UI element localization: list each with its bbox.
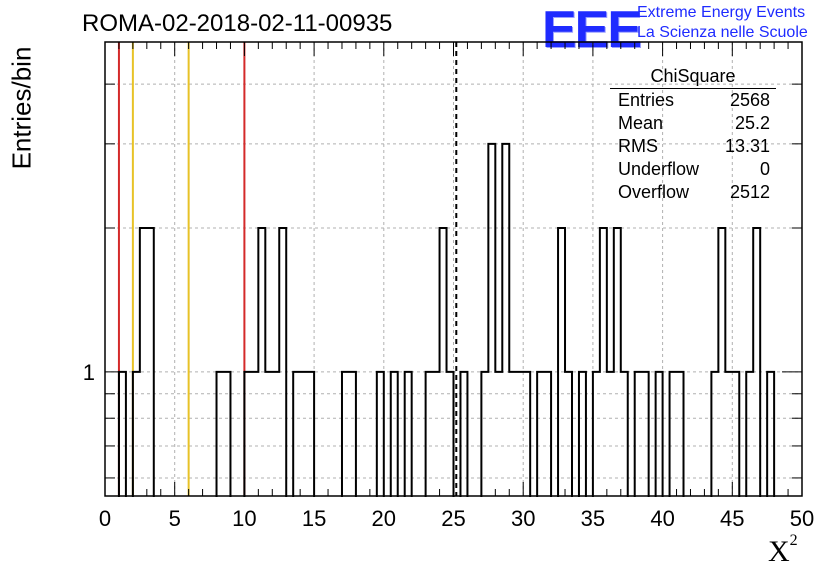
histogram-bin xyxy=(711,372,718,496)
eee-logo-mark: EEE xyxy=(542,1,642,59)
histogram-bin xyxy=(516,372,523,496)
histogram-bin xyxy=(614,228,621,496)
stats-value: 0 xyxy=(759,159,770,179)
histogram-bin xyxy=(433,372,440,496)
x-tick-label: 30 xyxy=(511,506,535,531)
histogram-bin xyxy=(565,372,572,496)
histogram-bin xyxy=(537,372,544,496)
histogram-bin xyxy=(391,372,398,496)
histogram-bin xyxy=(251,372,258,496)
x-tick-label: 0 xyxy=(99,506,111,531)
stats-row-overflow: Overflow 2512 xyxy=(612,181,776,204)
y-tick-label: 1 xyxy=(83,360,95,385)
histogram-bin xyxy=(279,228,286,496)
histogram-bin xyxy=(258,228,265,496)
histogram-bin xyxy=(440,228,447,496)
histogram-bin xyxy=(600,228,607,496)
histogram-bin xyxy=(544,372,551,496)
histogram-bin xyxy=(670,372,677,496)
histogram-bin xyxy=(753,228,760,496)
x-tick-label: 40 xyxy=(650,506,674,531)
histogram-bin xyxy=(426,372,433,496)
histogram-bin xyxy=(300,372,307,496)
histogram-bin xyxy=(293,372,300,496)
histogram-bin xyxy=(558,228,565,496)
histogram-bin xyxy=(223,372,230,496)
tick-labels: 0 5 10 15 20 25 30 35 40 45 50 1 xyxy=(83,360,814,531)
histogram-bin xyxy=(495,372,502,496)
histogram-bin xyxy=(635,372,642,496)
histogram-bin xyxy=(732,372,739,496)
stats-row-mean: Mean 25.2 xyxy=(612,112,776,135)
histogram-bin xyxy=(377,372,384,496)
x-tick-label: 10 xyxy=(232,506,256,531)
histogram-bin xyxy=(342,372,349,496)
histogram-bin xyxy=(656,372,663,496)
histogram-bin xyxy=(502,144,509,496)
x-tick-label: 25 xyxy=(441,506,465,531)
histogram-bin xyxy=(767,372,774,496)
stats-label: RMS xyxy=(618,136,658,156)
histogram-bin xyxy=(677,372,684,496)
histogram-bin xyxy=(509,372,516,496)
histogram-bin xyxy=(593,372,600,496)
histogram-bin xyxy=(481,372,488,496)
histogram-bin xyxy=(447,372,454,496)
histogram-bin xyxy=(217,372,224,496)
histogram-bin xyxy=(147,228,154,496)
stats-value: 13.31 xyxy=(724,136,770,156)
histogram-bin xyxy=(349,372,356,496)
stats-value: 2568 xyxy=(729,90,770,110)
histogram-bin xyxy=(265,372,272,496)
stats-value: 25.2 xyxy=(734,113,770,133)
histogram-bin xyxy=(718,228,725,496)
stats-row-underflow: Underflow 0 xyxy=(612,158,776,181)
x-axis-label: X2 xyxy=(768,532,798,569)
histogram-bin xyxy=(119,372,126,496)
stats-label: Overflow xyxy=(618,182,690,202)
stats-label: Underflow xyxy=(618,159,700,179)
logo-line-1: Extreme Energy Events xyxy=(637,4,806,21)
histogram-bin xyxy=(621,372,628,496)
x-tick-label: 35 xyxy=(581,506,605,531)
histogram-bin xyxy=(642,372,649,496)
chart-title: ROMA-02-2018-02-11-00935 xyxy=(82,10,393,37)
histogram-bin xyxy=(607,372,614,496)
histogram-bin xyxy=(488,144,495,496)
x-tick-label: 5 xyxy=(169,506,181,531)
histogram-bin xyxy=(460,372,467,496)
x-axis-label-superscript: 2 xyxy=(789,532,798,549)
logo-line-2: La Scienza nelle Scuole xyxy=(637,24,808,41)
stats-value: 2512 xyxy=(729,182,770,202)
stats-label: Mean xyxy=(618,113,664,133)
x-tick-label: 20 xyxy=(372,506,396,531)
histogram-bin xyxy=(523,372,530,496)
x-tick-label: 45 xyxy=(720,506,744,531)
histogram-bin xyxy=(133,372,140,496)
histogram-bin xyxy=(140,228,147,496)
histogram-bin xyxy=(272,372,279,496)
x-axis-label-base: X xyxy=(768,535,790,568)
histogram-bin xyxy=(405,372,412,496)
stats-box: ChiSquare Entries 2568 Mean 25.2 RMS 13.… xyxy=(610,66,776,204)
x-tick-label: 15 xyxy=(302,506,326,531)
histogram-bin xyxy=(579,372,586,496)
stats-row-entries: Entries 2568 xyxy=(612,89,776,112)
histogram-bin xyxy=(746,372,753,496)
stats-row-rms: RMS 13.31 xyxy=(612,135,776,158)
axis-ticks xyxy=(104,42,803,496)
plot-frame xyxy=(104,41,803,497)
stats-title: ChiSquare xyxy=(610,66,776,89)
x-tick-label: 50 xyxy=(790,506,814,531)
histogram-bin xyxy=(244,372,251,496)
histogram-bin xyxy=(307,372,314,496)
histogram-bin xyxy=(725,372,732,496)
stats-label: Entries xyxy=(618,90,675,110)
